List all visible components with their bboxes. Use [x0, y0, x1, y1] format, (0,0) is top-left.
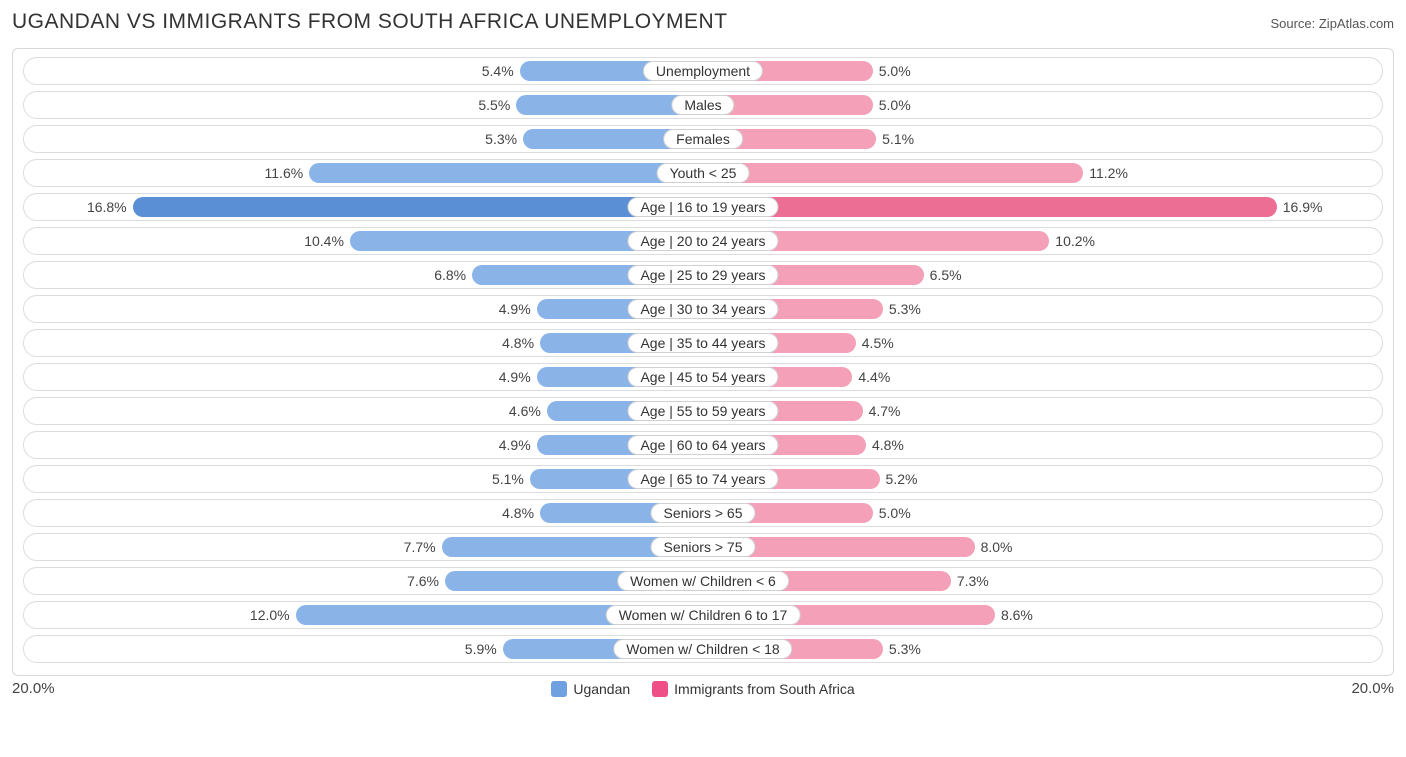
- value-left: 4.9%: [499, 432, 537, 458]
- value-left: 5.5%: [478, 92, 516, 118]
- bar-right: [703, 197, 1277, 217]
- legend-swatch-left: [551, 681, 567, 697]
- value-left: 5.3%: [485, 126, 523, 152]
- category-label: Males: [671, 95, 734, 115]
- value-right: 5.0%: [873, 58, 911, 84]
- value-right: 5.1%: [876, 126, 914, 152]
- value-left: 4.6%: [509, 398, 547, 424]
- value-left: 4.8%: [502, 330, 540, 356]
- value-left: 16.8%: [87, 194, 133, 220]
- category-label: Women w/ Children 6 to 17: [606, 605, 801, 625]
- axis-end-left: 20.0%: [12, 680, 72, 697]
- value-right: 8.0%: [975, 534, 1013, 560]
- category-label: Seniors > 65: [651, 503, 756, 523]
- diverging-bar-chart: 5.4% 5.0% Unemployment 5.5% 5.0% Males 5.3% 5.1…: [12, 48, 1394, 676]
- bar-row: 11.6% 11.2% Youth < 25: [23, 159, 1383, 187]
- bar-row: 4.8% 5.0% Seniors > 65: [23, 499, 1383, 527]
- bar-row: 4.9% 4.4% Age | 45 to 54 years: [23, 363, 1383, 391]
- value-left: 4.9%: [499, 364, 537, 390]
- category-label: Age | 65 to 74 years: [627, 469, 778, 489]
- value-left: 5.1%: [492, 466, 530, 492]
- value-right: 5.0%: [873, 92, 911, 118]
- value-left: 6.8%: [434, 262, 472, 288]
- category-label: Females: [663, 129, 743, 149]
- bar-row: 5.1% 5.2% Age | 65 to 74 years: [23, 465, 1383, 493]
- category-label: Women w/ Children < 18: [613, 639, 792, 659]
- category-label: Age | 30 to 34 years: [627, 299, 778, 319]
- value-left: 12.0%: [250, 602, 296, 628]
- bar-row: 12.0% 8.6% Women w/ Children 6 to 17: [23, 601, 1383, 629]
- bar-row: 10.4% 10.2% Age | 20 to 24 years: [23, 227, 1383, 255]
- category-label: Age | 55 to 59 years: [627, 401, 778, 421]
- value-right: 7.3%: [951, 568, 989, 594]
- chart-source: Source: ZipAtlas.com: [1270, 16, 1394, 31]
- category-label: Age | 45 to 54 years: [627, 367, 778, 387]
- value-left: 5.4%: [482, 58, 520, 84]
- bar-row: 5.3% 5.1% Females: [23, 125, 1383, 153]
- value-right: 5.0%: [873, 500, 911, 526]
- bar-row: 5.4% 5.0% Unemployment: [23, 57, 1383, 85]
- bar-right: [703, 163, 1083, 183]
- bar-row: 7.6% 7.3% Women w/ Children < 6: [23, 567, 1383, 595]
- legend-label-left: Ugandan: [573, 681, 630, 697]
- bar-left: [309, 163, 703, 183]
- chart-title: UGANDAN VS IMMIGRANTS FROM SOUTH AFRICA …: [12, 10, 728, 34]
- value-right: 5.3%: [883, 636, 921, 662]
- legend-label-right: Immigrants from South Africa: [674, 681, 855, 697]
- chart-header: UGANDAN VS IMMIGRANTS FROM SOUTH AFRICA …: [12, 10, 1394, 34]
- bar-row: 6.8% 6.5% Age | 25 to 29 years: [23, 261, 1383, 289]
- bar-row: 4.9% 4.8% Age | 60 to 64 years: [23, 431, 1383, 459]
- value-left: 4.8%: [502, 500, 540, 526]
- value-right: 4.4%: [852, 364, 890, 390]
- category-label: Age | 20 to 24 years: [627, 231, 778, 251]
- category-label: Seniors > 75: [651, 537, 756, 557]
- bar-row: 5.9% 5.3% Women w/ Children < 18: [23, 635, 1383, 663]
- value-right: 5.2%: [880, 466, 918, 492]
- value-left: 7.7%: [404, 534, 442, 560]
- value-right: 16.9%: [1277, 194, 1323, 220]
- value-right: 11.2%: [1083, 160, 1128, 186]
- value-right: 5.3%: [883, 296, 921, 322]
- category-label: Age | 35 to 44 years: [627, 333, 778, 353]
- category-label: Age | 25 to 29 years: [627, 265, 778, 285]
- bar-row: 4.8% 4.5% Age | 35 to 44 years: [23, 329, 1383, 357]
- value-right: 4.7%: [863, 398, 901, 424]
- category-label: Age | 60 to 64 years: [627, 435, 778, 455]
- value-right: 8.6%: [995, 602, 1033, 628]
- legend-swatch-right: [652, 681, 668, 697]
- axis-end-right: 20.0%: [1334, 680, 1394, 697]
- bar-row: 4.6% 4.7% Age | 55 to 59 years: [23, 397, 1383, 425]
- value-right: 4.5%: [856, 330, 894, 356]
- value-left: 4.9%: [499, 296, 537, 322]
- value-left: 11.6%: [265, 160, 310, 186]
- bar-left: [133, 197, 703, 217]
- value-right: 10.2%: [1049, 228, 1095, 254]
- bar-row: 5.5% 5.0% Males: [23, 91, 1383, 119]
- category-label: Women w/ Children < 6: [617, 571, 789, 591]
- value-right: 4.8%: [866, 432, 904, 458]
- legend-item-right: Immigrants from South Africa: [652, 681, 855, 697]
- chart-footer: 20.0% Ugandan Immigrants from South Afri…: [12, 680, 1394, 697]
- value-left: 7.6%: [407, 568, 445, 594]
- category-label: Age | 16 to 19 years: [627, 197, 778, 217]
- value-left: 5.9%: [465, 636, 503, 662]
- category-label: Unemployment: [643, 61, 763, 81]
- value-right: 6.5%: [924, 262, 962, 288]
- legend: Ugandan Immigrants from South Africa: [72, 681, 1334, 697]
- bar-row: 4.9% 5.3% Age | 30 to 34 years: [23, 295, 1383, 323]
- legend-item-left: Ugandan: [551, 681, 630, 697]
- bar-row: 7.7% 8.0% Seniors > 75: [23, 533, 1383, 561]
- value-left: 10.4%: [304, 228, 350, 254]
- bar-row: 16.8% 16.9% Age | 16 to 19 years: [23, 193, 1383, 221]
- category-label: Youth < 25: [657, 163, 750, 183]
